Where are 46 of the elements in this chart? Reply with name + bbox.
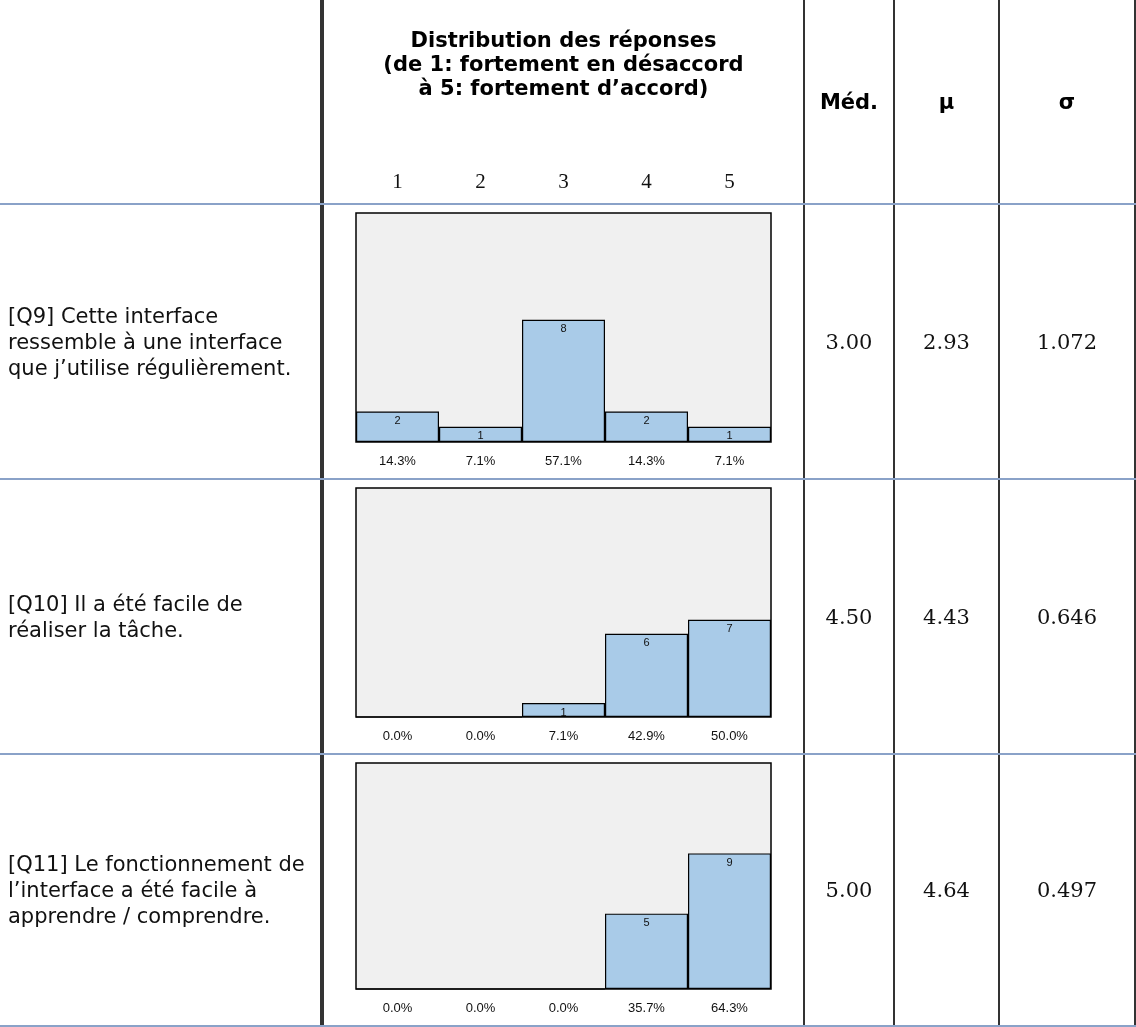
text: σ [1000, 0, 1136, 203]
text: 5.00 [805, 755, 895, 1025]
annotation: 0.0% [465, 727, 496, 743]
x-tick-label: 4 [641, 168, 653, 193]
data-label: 2 [643, 413, 650, 426]
x-tick-label: 2 [475, 168, 486, 193]
text: Méd. [805, 0, 895, 203]
text: 4.43 [895, 480, 1000, 753]
data-label: 7 [726, 622, 733, 635]
data-label: 1 [726, 429, 733, 442]
annotation: 35.7% [628, 999, 666, 1015]
data-label: 5 [643, 916, 650, 929]
annotation: 7.1% [714, 452, 745, 468]
annotation: 0.0% [465, 999, 496, 1015]
data-label: 8 [560, 322, 567, 335]
text: 2.93 [895, 205, 1000, 478]
annotation: 7.1% [548, 727, 579, 743]
annotation: 57.1% [545, 452, 583, 468]
text: 0.646 [1000, 480, 1136, 753]
text: [Q9] Cette interface ressemble à une interface que j’utilise régulièrement. [0, 205, 322, 478]
annotation: 64.3% [711, 999, 749, 1015]
text: Distribution des réponses (de 1: fortement en désaccord à 5: fortement d’accord) [383, 28, 744, 100]
text: 1.072 [1000, 205, 1136, 478]
annotation: 14.3% [628, 452, 666, 468]
data-label: 2 [394, 413, 401, 426]
annotation: 7.1% [465, 452, 496, 468]
x-tick-label: 1 [392, 168, 403, 193]
text: [Q11] Le fonctionnement de l’interface a été facile à apprendre / comprendre. [0, 755, 322, 1025]
text: 4.64 [895, 755, 1000, 1025]
text: 0.497 [1000, 755, 1136, 1025]
data-label: 9 [726, 855, 733, 868]
text: [Q10] Il a été facile de réaliser la tâche. [0, 480, 322, 753]
x-tick-label: 5 [724, 168, 735, 193]
annotation: 0.0% [382, 999, 413, 1015]
text: 3.00 [805, 205, 895, 478]
annotation: 0.0% [548, 999, 579, 1015]
data-label: 1 [560, 705, 567, 718]
x-tick-label: 3 [558, 168, 569, 193]
annotation: 14.3% [379, 452, 417, 468]
annotation: 42.9% [628, 727, 666, 743]
data-label: 1 [477, 429, 484, 442]
data-label: 6 [643, 636, 650, 649]
text: 4.50 [805, 480, 895, 753]
text: μ [895, 0, 1000, 203]
annotation: 50.0% [711, 727, 749, 743]
annotation: 0.0% [382, 727, 413, 743]
